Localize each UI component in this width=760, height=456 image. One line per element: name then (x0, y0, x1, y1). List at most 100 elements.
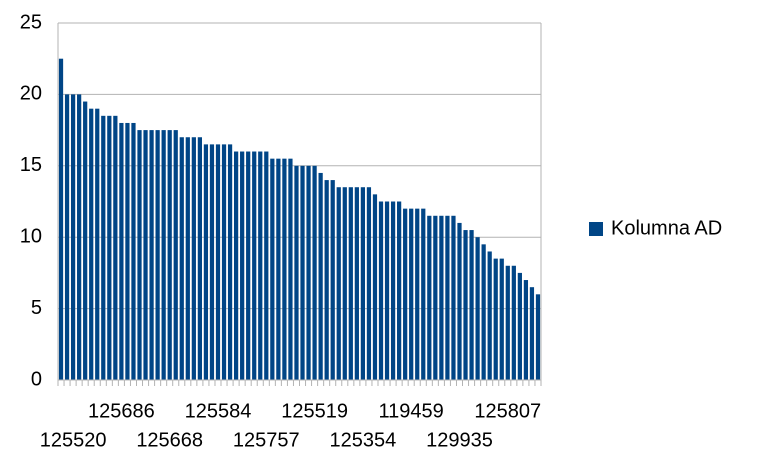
y-tick-label: 0 (31, 368, 42, 390)
bar (221, 144, 227, 380)
x-tick-label: 125668 (136, 429, 203, 451)
bar (270, 158, 275, 380)
bar (475, 237, 480, 380)
x-tick-label: 125757 (233, 429, 300, 451)
bar (409, 208, 414, 380)
bar (469, 230, 474, 380)
bar (264, 151, 269, 380)
bar (433, 215, 438, 380)
bar (348, 187, 353, 380)
x-tick-label: 125686 (88, 400, 155, 422)
bar (415, 208, 420, 380)
bar (535, 294, 541, 380)
x-tick-label: 125807 (474, 400, 541, 422)
bar (366, 187, 372, 380)
bar (451, 215, 456, 380)
y-tick-label: 25 (20, 11, 42, 33)
bar (523, 280, 529, 380)
y-tick-label: 10 (20, 225, 42, 247)
bar (227, 144, 233, 380)
bar (330, 180, 335, 380)
y-tick-label: 5 (31, 297, 42, 319)
bar (511, 265, 516, 380)
bar (149, 130, 154, 380)
x-tick-label: 125354 (330, 429, 397, 451)
legend-label: Kolumna AD (611, 217, 722, 239)
bar (403, 208, 408, 380)
bar (282, 158, 287, 380)
bar (167, 130, 172, 380)
bar (107, 115, 112, 380)
bar (119, 122, 124, 381)
bar (445, 215, 450, 380)
bar (155, 130, 160, 380)
bar (421, 208, 426, 380)
bar (378, 201, 384, 380)
bar (83, 101, 88, 380)
bar (95, 108, 100, 381)
bar (252, 151, 257, 380)
bar (240, 151, 245, 380)
bar (354, 187, 359, 380)
bar (493, 258, 498, 380)
bar (113, 115, 118, 380)
bar (70, 94, 76, 381)
bar (89, 108, 94, 381)
bar (463, 230, 468, 380)
bar (143, 130, 148, 380)
bar (499, 258, 504, 380)
bar (505, 265, 510, 380)
x-tick-label: 129935 (426, 429, 493, 451)
bar (131, 122, 136, 381)
x-tick-label: 119459 (379, 400, 444, 422)
bar (185, 137, 190, 380)
bar (294, 165, 299, 380)
bar (209, 144, 215, 380)
bar (336, 187, 341, 380)
bar (161, 130, 166, 380)
bar (300, 165, 305, 380)
bar (203, 144, 209, 380)
bar (312, 165, 317, 380)
bar (233, 151, 239, 380)
bar (197, 137, 202, 380)
bar (64, 94, 70, 381)
bar (529, 287, 535, 380)
x-tick-label: 125520 (40, 429, 107, 451)
bar (360, 187, 366, 380)
bar (390, 201, 396, 380)
bar (306, 165, 311, 380)
bar (318, 172, 323, 380)
bar (397, 201, 402, 380)
bar (342, 187, 347, 380)
y-tick-label: 15 (20, 154, 42, 176)
bar (384, 201, 390, 380)
bar (173, 130, 178, 380)
bar (215, 144, 221, 380)
bar (101, 115, 106, 380)
bar (487, 251, 492, 380)
y-tick-label: 20 (20, 83, 42, 105)
bar (137, 130, 142, 380)
bar (246, 151, 251, 380)
bar (324, 180, 329, 380)
bar (439, 215, 444, 380)
bar (77, 94, 82, 381)
bar (457, 222, 462, 380)
bar (288, 158, 293, 380)
bar (58, 58, 64, 380)
bar (481, 244, 486, 380)
bar (517, 272, 522, 380)
bar (427, 215, 432, 380)
bar (258, 151, 263, 380)
bar (191, 137, 196, 380)
bar (125, 122, 130, 381)
bar (179, 137, 184, 380)
bar (372, 194, 378, 380)
x-tick-label: 125519 (281, 400, 348, 422)
legend-swatch (589, 222, 603, 236)
x-tick-label: 125584 (185, 400, 252, 422)
bar (276, 158, 281, 380)
